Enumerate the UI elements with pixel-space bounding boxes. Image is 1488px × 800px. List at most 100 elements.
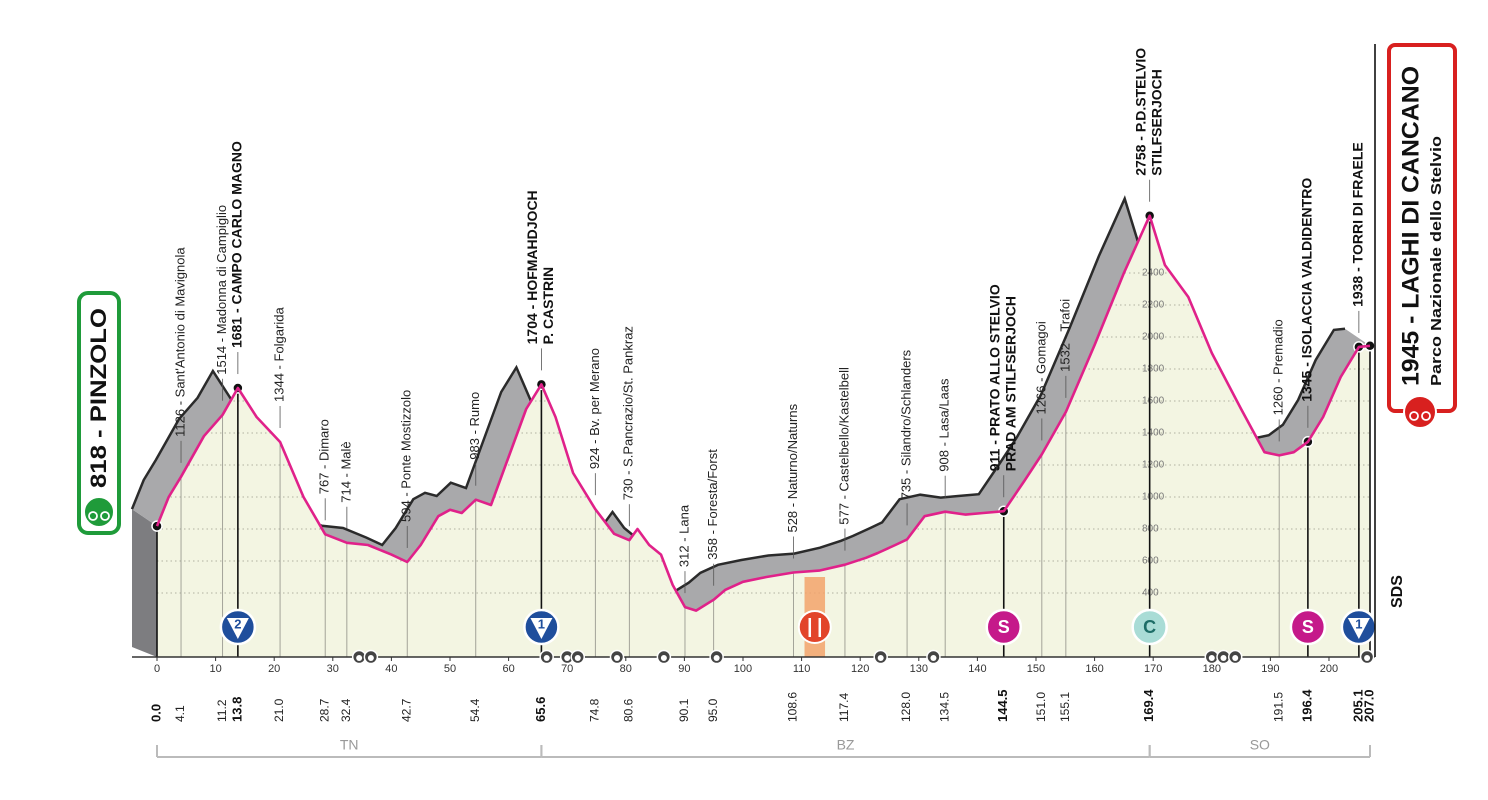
x-tick-label: 80 [620,663,632,675]
x-tick-label: 180 [1203,663,1221,675]
start-label: 818 - PINZOLO [86,308,111,488]
region-label: SO [1250,737,1270,753]
waypoint-label: 983 - Rumo [467,392,482,460]
start-icon-wheel [88,511,98,521]
finish-icon-wheel [1409,411,1419,421]
finish-icon [1403,395,1437,429]
y-tick-label: 1000 [1142,492,1165,503]
start-icon-wheel [100,511,110,521]
tunnel-inner [660,655,667,661]
tunnel-inner [877,655,884,661]
region-label: TN [340,737,359,753]
waypoint-label: 1532 - Trafoi [1057,299,1072,372]
waypoint-label: 1514 - Madonna di Campiglio [214,205,229,375]
waypoint-label: 312 - Lana [676,504,691,567]
km-label: 21.0 [272,698,286,722]
region-label: BZ [837,737,855,753]
tunnel-inner [930,655,937,661]
marker-label: S [1302,617,1314,637]
waypoint-label: 735 - Silandro/Schlanders [899,349,914,499]
waypoint-label: 594 - Ponte Mostizzolo [399,390,414,522]
tunnel-inner [356,655,363,661]
y-tick-label: 1600 [1142,396,1165,407]
y-tick-label: 1400 [1142,428,1165,439]
km-label: 169.4 [1141,689,1156,722]
x-tick-label: 20 [268,663,280,675]
waypoint-label: 730 - S.Pancrazio/St. Pankraz [621,326,636,500]
start-icon [83,496,115,528]
marker-label: 1 [1355,616,1362,631]
x-tick-label: 50 [444,663,456,675]
y-tick-label: 400 [1142,588,1159,599]
tunnel-inner [367,655,374,661]
km-label: 207.0 [1361,689,1376,722]
marker-label: S [998,617,1010,637]
logo: SDS [1389,575,1406,608]
km-label: 54.4 [468,698,482,722]
waypoint-label: 767 - Dimaro [317,419,332,494]
waypoint-label: 1938 - TORRI DI FRAELE [1350,142,1366,307]
x-tick-label: 10 [209,663,221,675]
tunnel-inner [574,655,581,661]
x-tick-label: 190 [1261,663,1279,675]
km-label: 65.6 [533,697,548,722]
waypoint-label: 577 - Castelbello/Kastelbell [836,367,851,525]
km-label: 80.6 [621,698,635,722]
marker-label: C [1143,617,1156,637]
x-tick-label: 160 [1085,663,1103,675]
profile-line [155,214,1371,612]
y-tick-label: 800 [1142,524,1159,535]
km-label: 191.5 [1271,692,1285,722]
y-tick-label: 2400 [1142,268,1165,279]
waypoint-label: 1126 - Sant'Antonio di Mavignola [172,247,187,437]
tunnel-inner [564,655,571,661]
tunnel-inner [1220,655,1227,661]
y-tick-label: 1800 [1142,364,1165,375]
waypoint-label: 714 - Malè [338,441,353,502]
y-tick-label: 2000 [1142,332,1165,343]
km-label: 205.1 [1350,689,1365,722]
tunnel-inner [1208,655,1215,661]
km-label: 151.0 [1034,692,1048,722]
profile-area [157,215,1370,657]
x-tick-label: 40 [385,663,397,675]
x-tick-label: 0 [154,663,160,675]
x-tick-label: 60 [502,663,514,675]
marker [1289,608,1327,646]
tunnel-inner [614,655,621,661]
waypoint-label: 1681 - CAMPO CARLO MAGNO [229,141,245,348]
waypoint-label: 528 - Naturno/Naturns [785,403,800,532]
km-label: 74.8 [587,698,601,722]
finish-sublabel: Parco Nazionale dello Stelvio [1428,136,1445,386]
x-tick-label: 130 [910,663,928,675]
km-label: 13.8 [229,697,244,722]
waypoint-label: 1704 - HOFMAHDJOCH [524,190,540,344]
tunnel-inner [543,655,550,661]
feed-zone-icon [797,610,832,644]
tunnel-inner [713,655,720,661]
x-tick-label: 90 [678,663,690,675]
waypoint-label: 924 - Bv. per Merano [587,348,602,469]
waypoint-label: 1345 - ISOLACCIA VALDIDENTRO [1299,178,1315,402]
waypoint-label: 1266 - Gomagoi [1033,321,1048,414]
x-tick-label: 200 [1320,663,1338,675]
x-tick-label: 120 [851,663,869,675]
km-label: 0.0 [148,704,163,722]
x-tick-label: 150 [1027,663,1045,675]
marker-triangle [1347,618,1370,639]
marker-label: 1 [538,616,545,631]
waypoint-label-2: STILFSERJOCH [1148,69,1164,176]
x-tick-label: 140 [968,663,986,675]
profile-top-edge [130,195,1346,595]
waypoint-label: 2758 - P.D.STELVIO [1132,48,1148,176]
waypoint-label: 908 - Lasa/Laas [937,378,952,472]
km-label: 11.2 [215,699,229,722]
x-tick-label: 170 [1144,663,1162,675]
y-tick-label: 2200 [1142,300,1165,311]
km-label: 144.5 [995,689,1010,722]
km-label: 108.6 [786,692,800,722]
waypoint-label: 1344 - Folgarida [271,307,286,402]
marker-label: 2 [234,616,241,631]
profile-side [132,509,157,657]
